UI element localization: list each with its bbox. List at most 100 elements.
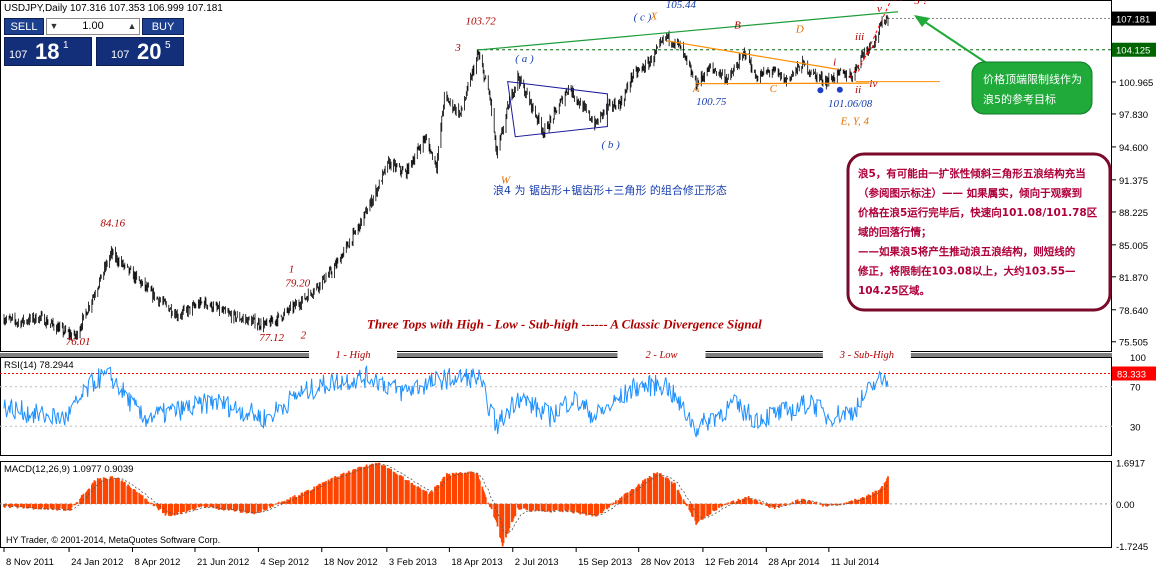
macd-tick-label: -1.7245 xyxy=(1116,542,1148,553)
target-note-box xyxy=(971,61,1093,115)
price-tick-label: 81.870 xyxy=(1119,273,1148,284)
buy-price-pips: 20 xyxy=(137,39,162,64)
sell-price-fraction: 1 xyxy=(63,40,69,51)
wave5-callout-line: 价格在浪5运行完毕后，快速向101.08/101.78区 xyxy=(858,206,1098,219)
price-panel: 100.965 97.830 94.600 91.375 88.225 85.005 81.… xyxy=(3,0,1156,349)
wave5-callout-line: 浪5，有可能由一扩张性倾斜三角形五浪结构充当 xyxy=(858,167,1086,180)
note-arrowhead xyxy=(914,15,930,27)
chart-title: USDJPY,Daily 107.316 107.353 106.999 107… xyxy=(4,3,223,14)
wave5-callout-line: 104.25区域。 xyxy=(858,284,930,297)
divergence-label-bg xyxy=(822,349,911,360)
rsi-tick-label: 100 xyxy=(1130,353,1146,364)
divergence-label: 3 - Sub-High xyxy=(839,350,894,361)
wave-label: E, Y, 4 xyxy=(840,115,870,127)
x-tick-label: 3 Feb 2013 xyxy=(389,557,437,568)
wave-label: i xyxy=(833,56,836,68)
wave-label: 105.44 xyxy=(666,0,697,11)
buy-price-quote[interactable]: 107 20 5 xyxy=(96,37,184,66)
lot-size-value[interactable]: 1.00 xyxy=(82,20,104,32)
divergence-label: 2 - Low xyxy=(645,350,677,361)
target-note-line: 浪5的参考目标 xyxy=(983,92,1056,106)
price-tick-label: 91.375 xyxy=(1119,176,1148,187)
price-tick-label: 78.640 xyxy=(1119,306,1148,317)
divergence-label: 1 - High xyxy=(336,350,371,361)
wave5-callout-line: ——如果浪5将产生推动浪五浪结构，则短线的 xyxy=(858,245,1075,258)
wave-label: 2 xyxy=(301,330,307,342)
wave-b-triangle xyxy=(507,81,608,138)
macd-panel: MACD(12,26,9) 1.0977 0.9039 1.6917 0.00 -1.… xyxy=(0,458,1148,553)
sell-button[interactable]: SELL xyxy=(4,18,44,35)
wave-label: 1 xyxy=(289,263,295,275)
x-tick-label: 18 Nov 2012 xyxy=(324,557,378,568)
rsi-level-tag xyxy=(1112,366,1156,381)
price-tick-label: 97.830 xyxy=(1119,110,1148,121)
macd-signal-line xyxy=(3,463,889,534)
price-axis-tag xyxy=(1112,11,1156,26)
price-axis-tag-label: 107.181 xyxy=(1116,15,1150,26)
wave-label: 84.16 xyxy=(100,218,125,230)
lot-size-stepper[interactable]: ▼ 1.00 ▲ xyxy=(46,18,140,35)
wave5-callout-line: 修正，将限制在103.08以上，大约103.55— xyxy=(857,265,1076,278)
rsi-level-tag-label: 83.333 xyxy=(1117,370,1146,381)
x-tick-label: 24 Jan 2012 xyxy=(71,557,123,568)
wave-label: C xyxy=(770,83,778,95)
triangle-upper-trendline xyxy=(666,40,839,70)
divergence-label-bg xyxy=(617,349,706,360)
macd-tick-label: 0.00 xyxy=(1116,500,1135,511)
wave5-callout-box xyxy=(846,152,1112,312)
x-tick-label: 28 Nov 2013 xyxy=(641,557,695,568)
wave-label: iv xyxy=(869,78,877,90)
wave-label: 107.38 xyxy=(874,0,905,4)
wave-label: ( b ) xyxy=(602,139,621,151)
x-tick-label: 18 Apr 2013 xyxy=(451,557,502,568)
sell-price-prefix: 107 xyxy=(9,49,28,61)
x-tick-label: 4 Sep 2012 xyxy=(260,557,309,568)
x-tick-label: 11 Jul 2014 xyxy=(831,557,879,568)
wave5-channel-upper xyxy=(857,0,891,72)
rsi-tick-label: 70 xyxy=(1130,383,1141,394)
x-tick-label: 12 Feb 2014 xyxy=(705,557,758,568)
price-tick-label: 88.225 xyxy=(1119,208,1148,219)
wave-label: X xyxy=(650,10,659,22)
wave-label: 77.12 xyxy=(259,332,284,344)
price-tick-label: 94.600 xyxy=(1119,143,1148,154)
macd-tick-label: 1.6917 xyxy=(1116,458,1145,469)
x-tick-label: 2 Jul 2013 xyxy=(515,557,559,568)
lot-decrease-icon[interactable]: ▼ xyxy=(49,21,59,31)
sell-price-pips: 18 xyxy=(35,39,60,64)
x-tick-label: 8 Nov 2011 xyxy=(6,557,54,568)
buy-button[interactable]: BUY xyxy=(142,18,184,35)
buy-price-prefix: 107 xyxy=(111,49,130,61)
rsi-tick-label: 30 xyxy=(1130,422,1141,433)
candlestick-series xyxy=(3,14,889,341)
price-axis-tag xyxy=(1112,42,1156,57)
rsi-line xyxy=(3,364,889,438)
x-tick-label: 15 Sep 2013 xyxy=(578,557,632,568)
wave-label: W xyxy=(501,175,511,187)
wave-label: v xyxy=(877,3,882,15)
lot-increase-icon[interactable]: ▲ xyxy=(127,21,137,31)
wave-label: 103.72 xyxy=(465,15,496,27)
wave-label: Three Tops with High - Low - Sub-high --… xyxy=(367,317,762,332)
wave5-callout: 浪5，有可能由一扩张性倾斜三角形五浪结构充当 （参阅图示标注）—— 如果属实，倾向… xyxy=(846,152,1112,312)
wave-label: 浪4 为 锯齿形+锯齿形+三角形 的组合修正形态 xyxy=(493,183,727,197)
buy-price-fraction: 5 xyxy=(165,40,171,51)
upper-resistance-trendline xyxy=(478,11,899,51)
wave-label: 100.75 xyxy=(696,96,727,108)
price-axis-tag-label: 104.125 xyxy=(1116,46,1150,57)
wave-marker-dot xyxy=(836,86,843,93)
wave-label: 3 xyxy=(454,42,461,54)
wave-label: ( a ) xyxy=(515,53,534,65)
wave-label: A xyxy=(692,83,700,95)
wave-label: 79.20 xyxy=(285,278,310,290)
wave5-channel-lower xyxy=(849,41,877,78)
macd-title: MACD(12,26,9) 1.0977 0.9039 xyxy=(4,464,133,475)
price-tick-label: 85.005 xyxy=(1119,241,1148,252)
wave-label: 101.06/08 xyxy=(828,98,873,110)
wave5-callout-line: （参阅图示标注）—— 如果属实，倾向于观察到 xyxy=(858,187,1082,200)
sell-price-quote[interactable]: 107 18 1 xyxy=(4,37,92,66)
rsi-title: RSI(14) 78.2944 xyxy=(4,360,74,371)
divergence-label-bg xyxy=(309,349,398,360)
